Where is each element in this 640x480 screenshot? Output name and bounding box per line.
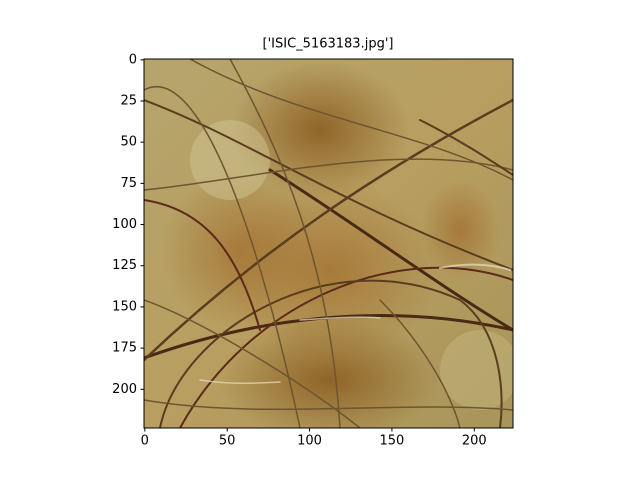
y-tick-label: 0 bbox=[129, 52, 137, 67]
y-tick-label: 100 bbox=[112, 217, 137, 232]
chart-title: ['ISIC_5163183.jpg'] bbox=[263, 37, 394, 52]
y-tick-label: 125 bbox=[112, 258, 137, 273]
x-tick-label: 0 bbox=[141, 434, 149, 449]
x-tick-label: 150 bbox=[380, 434, 405, 449]
x-tick-label: 50 bbox=[219, 434, 236, 449]
y-tick-label: 25 bbox=[120, 94, 137, 109]
image bbox=[144, 59, 513, 428]
y-tick-label: 75 bbox=[120, 176, 137, 191]
y-tick-label: 150 bbox=[112, 299, 137, 314]
y-tick-label: 200 bbox=[112, 382, 137, 397]
y-tick-label: 50 bbox=[120, 135, 137, 150]
y-tick-label: 175 bbox=[112, 341, 137, 356]
axes-frame bbox=[143, 58, 514, 429]
x-tick-label: 200 bbox=[462, 434, 487, 449]
x-tick-label: 100 bbox=[297, 434, 322, 449]
